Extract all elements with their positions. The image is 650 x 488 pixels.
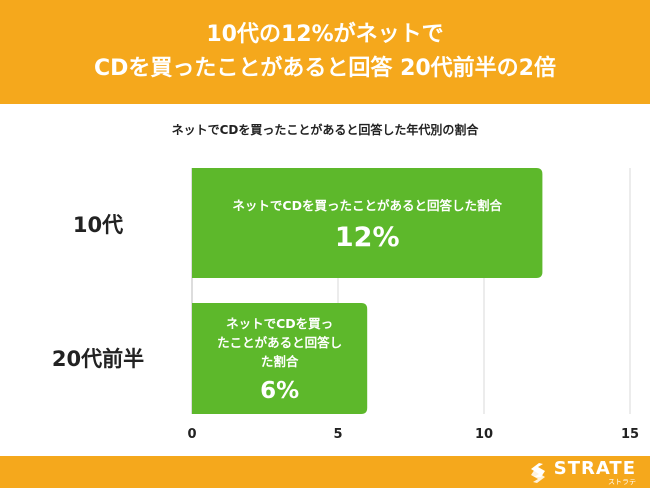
x-tick-label: 5	[333, 427, 342, 442]
bar-chart: 0 5 10 1510代ネットでCDを買ったことがあると回答した割合12%20代前半ネ…	[52, 168, 639, 442]
x-tick-label: 10	[475, 427, 493, 442]
bar-label: た割合	[261, 354, 299, 369]
logo-wordmark: STRATE	[553, 458, 636, 479]
chart-title: ネットでCDを買ったことがあると回答した年代別の割合	[171, 123, 479, 137]
x-tick-label: 15	[621, 427, 639, 442]
bar-label: ネットでCDを買っ	[226, 316, 333, 331]
bar	[192, 168, 543, 278]
strate-logo: STRATE ストラテ	[528, 460, 636, 486]
headline-line-1: 10代の12%がネットで	[206, 22, 444, 47]
footer-bar: STRATE ストラテ	[0, 456, 650, 488]
header-banner: 10代の12%がネットで CDを買ったことがあると回答 20代前半の2倍	[0, 0, 650, 104]
category-label: 10代	[73, 213, 123, 237]
bar-value-label: 12%	[335, 222, 400, 253]
category-label: 20代前半	[52, 347, 144, 371]
bar-label: ネットでCDを買ったことがあると回答した割合	[232, 198, 502, 213]
logo-subtext: ストラテ	[608, 478, 636, 486]
bar-label: たことがあると回答し	[217, 335, 342, 350]
bar-value-label: 6%	[260, 378, 299, 404]
strate-logo-icon	[530, 463, 545, 483]
headline-line-2: CDを買ったことがあると回答 20代前半の2倍	[94, 56, 556, 81]
x-tick-label: 0	[187, 427, 196, 442]
bar	[192, 303, 368, 414]
